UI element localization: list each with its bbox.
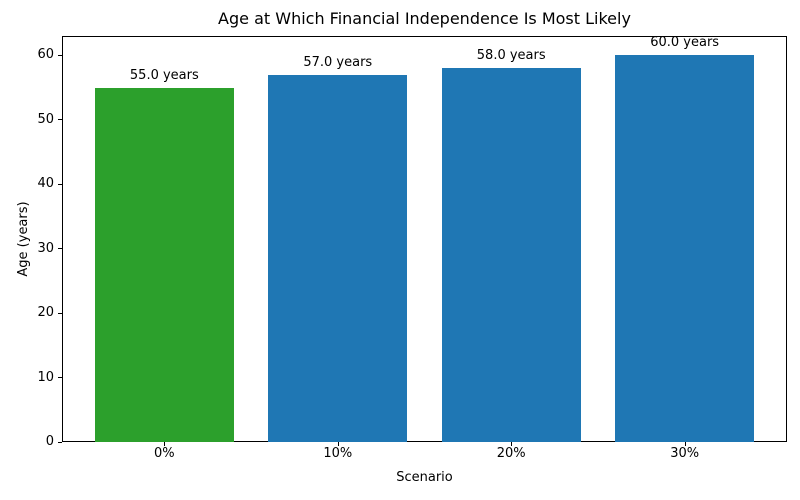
x-tick-mark: [511, 442, 513, 446]
x-tick-label: 20%: [496, 446, 526, 461]
bar-0%: [94, 87, 234, 442]
y-tick-label: 0: [45, 434, 54, 449]
plot-area: [62, 36, 787, 442]
y-tick-mark: [58, 54, 62, 56]
y-tick-mark: [58, 312, 62, 314]
y-tick-label: 60: [37, 47, 54, 63]
bar-value-label: 58.0 years: [476, 48, 546, 64]
y-tick-mark: [58, 248, 62, 250]
chart-title: Age at Which Financial Independence Is M…: [218, 9, 631, 28]
bar-value-label: 57.0 years: [303, 54, 373, 70]
y-tick-label: 40: [37, 176, 54, 192]
y-tick-label: 30: [37, 240, 54, 256]
x-axis-label: Scenario: [396, 470, 453, 485]
bar-value-label: 55.0 years: [129, 67, 199, 83]
x-tick-mark: [337, 442, 339, 446]
y-axis-label: Age (years): [16, 201, 31, 277]
bar-value-label: 60.0 years: [650, 35, 720, 51]
x-tick-mark: [684, 442, 686, 446]
y-tick-label: 50: [37, 111, 54, 127]
y-tick-mark: [58, 441, 62, 443]
y-tick-mark: [58, 183, 62, 185]
y-tick-mark: [58, 377, 62, 379]
bar-20%: [441, 68, 581, 442]
x-tick-mark: [164, 442, 166, 446]
x-tick-label: 0%: [154, 446, 175, 461]
bar-30%: [615, 55, 755, 442]
bar-10%: [268, 74, 408, 442]
plot-content: 55.0 years 57.0 years 58.0 years 60.0 years: [62, 35, 787, 442]
y-tick-label: 20: [37, 305, 54, 321]
x-tick-label: 10%: [323, 446, 353, 461]
y-tick-label: 10: [37, 369, 54, 385]
y-tick-mark: [58, 119, 62, 121]
x-tick-label: 30%: [670, 446, 700, 461]
